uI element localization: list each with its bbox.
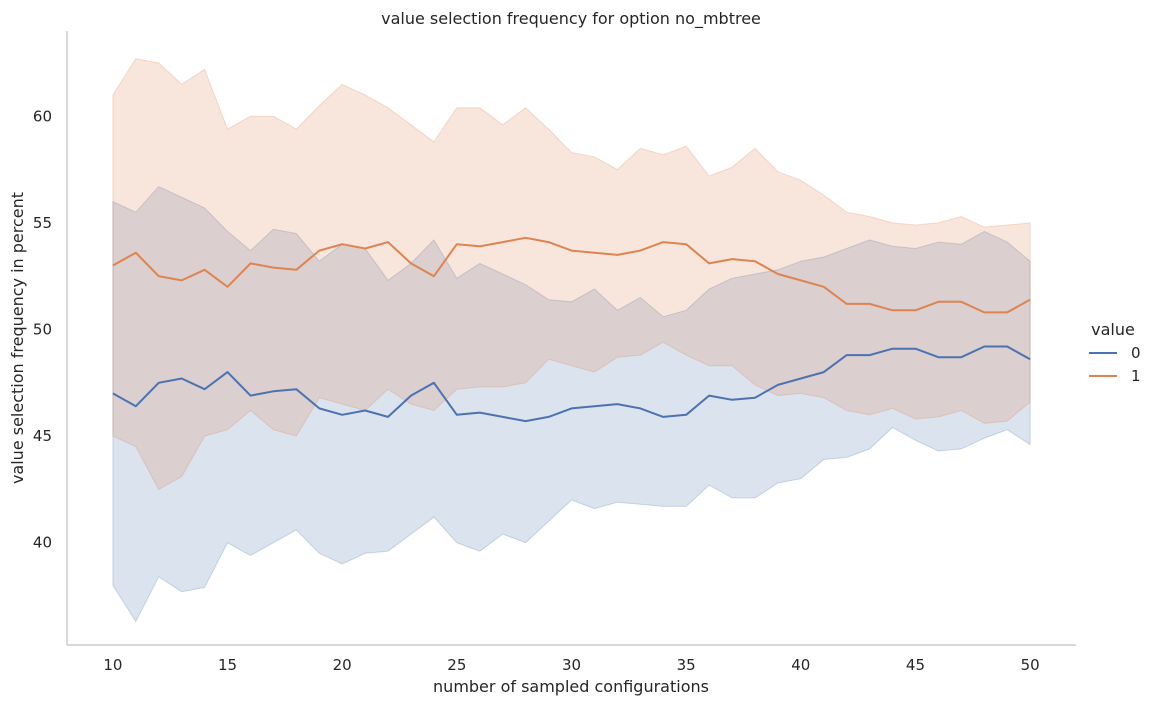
- x-tick-label: 25: [447, 656, 466, 674]
- y-tick-label: 45: [33, 427, 52, 445]
- x-tick-label: 30: [562, 656, 581, 674]
- confidence-bands: [112, 58, 1031, 623]
- series-line-0: [112, 345, 1031, 423]
- series-lines: [112, 236, 1031, 423]
- legend-label-0: 0: [1131, 344, 1141, 362]
- x-tick-label: 40: [791, 656, 810, 674]
- x-tick-label: 20: [333, 656, 352, 674]
- series-line-1: [112, 236, 1031, 314]
- chart-title: value selection frequency for option no_…: [381, 9, 761, 29]
- confidence-band-0: [112, 185, 1031, 623]
- x-axis-ticks: 10 15 20 25 30 35 40 45 50: [103, 656, 1039, 674]
- x-tick-label: 50: [1021, 656, 1040, 674]
- y-tick-label: 50: [33, 320, 52, 338]
- legend-label-1: 1: [1131, 367, 1141, 385]
- y-axis-ticks: 40 45 50 55 60: [33, 107, 52, 551]
- x-tick-label: 15: [218, 656, 237, 674]
- x-tick-label: 35: [677, 656, 696, 674]
- x-axis-label: number of sampled configurations: [433, 677, 709, 696]
- y-axis-label: value selection frequency in percent: [8, 192, 27, 484]
- legend-title: value: [1091, 320, 1135, 339]
- y-tick-label: 60: [33, 107, 52, 125]
- x-tick-label: 45: [906, 656, 925, 674]
- y-tick-label: 40: [33, 534, 52, 552]
- legend: value 0 1: [1089, 320, 1141, 385]
- x-tick-label: 10: [103, 656, 122, 674]
- confidence-band-1: [112, 58, 1031, 491]
- y-tick-label: 55: [33, 214, 52, 232]
